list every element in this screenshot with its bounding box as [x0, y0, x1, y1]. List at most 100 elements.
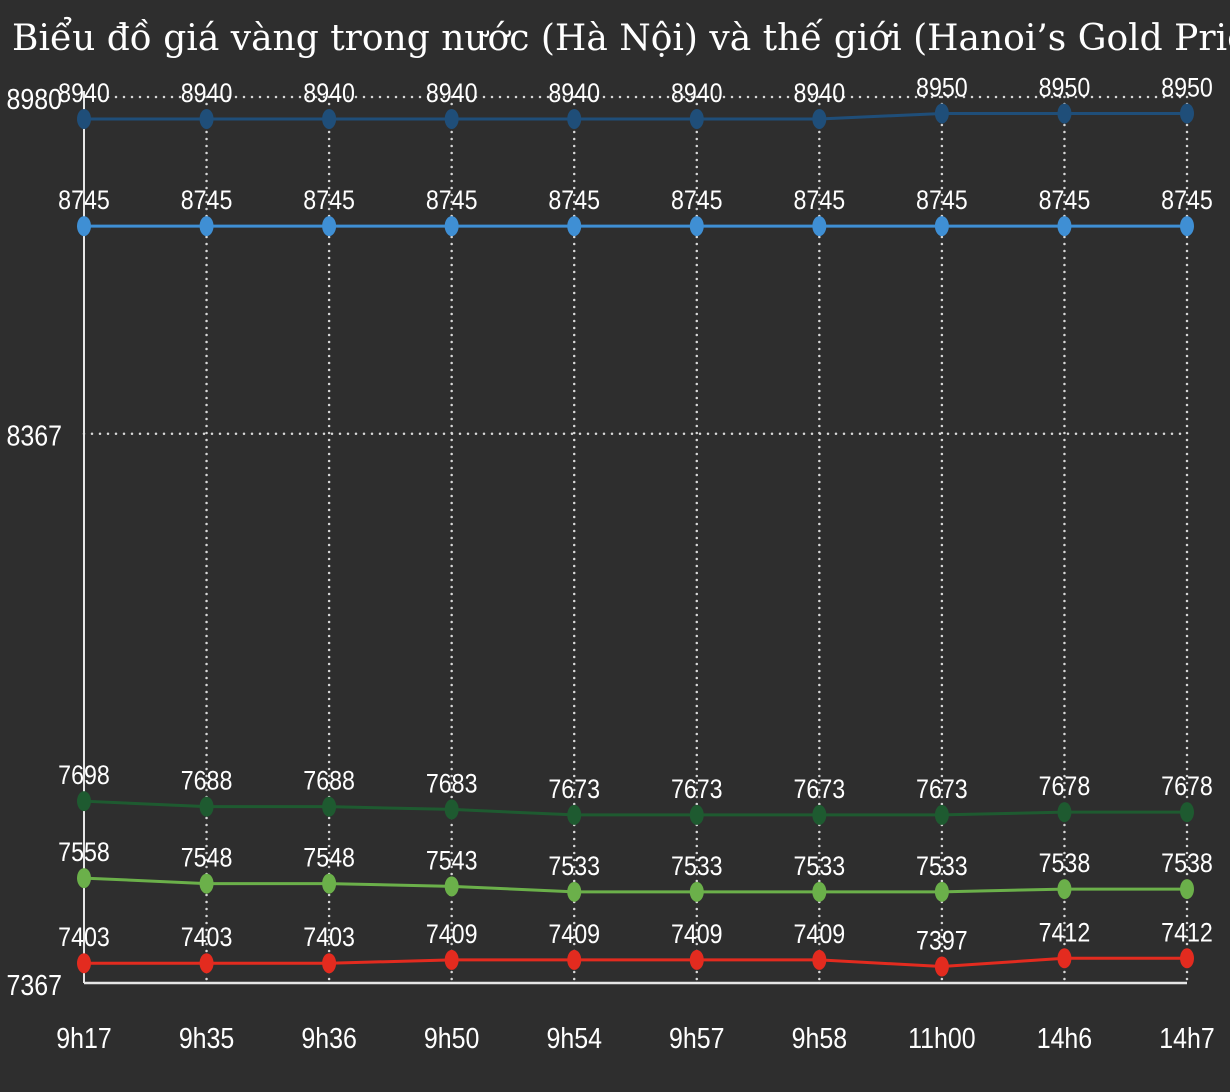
- data-point: [812, 108, 827, 129]
- series-4: 7558 7548 7548 7543 7533 7533 7533 7533 7538 7538: [58, 837, 1213, 902]
- series: 8940 8940 8940 8940 8940 8940 8940 8950 8950 8950…: [58, 73, 1213, 977]
- data-point: [444, 108, 459, 129]
- chart-title: Biểu đồ giá vàng trong nước (Hà Nội) và …: [12, 18, 1230, 59]
- data-label: 8940: [794, 78, 846, 108]
- data-point: [1057, 879, 1072, 900]
- series-3: 7698 7688 7688 7683 7673 7673 7673 7673 7678 7678: [58, 761, 1213, 825]
- y-tick-label: 8980: [7, 83, 62, 115]
- data-label: 8745: [303, 185, 355, 215]
- series-line: [83, 876, 1187, 894]
- data-point: [689, 949, 704, 970]
- data-label: 8745: [181, 185, 233, 215]
- data-label: 7673: [548, 774, 600, 804]
- data-point: [689, 804, 704, 825]
- data-point: [444, 876, 459, 897]
- data-label: 8745: [58, 185, 110, 215]
- data-label: 7538: [1161, 848, 1213, 878]
- series-5: 7403 7403 7403 7409 7409 7409 7409 7397 7412 7412: [58, 918, 1213, 977]
- data-label: 7548: [181, 843, 233, 873]
- data-label: 8940: [58, 78, 110, 108]
- data-label: 8950: [916, 73, 968, 103]
- data-point: [934, 216, 949, 237]
- x-tick-label: 9h50: [424, 1022, 479, 1054]
- x-tick-label: 9h57: [669, 1022, 724, 1054]
- data-point: [567, 108, 582, 129]
- data-point: [812, 881, 827, 902]
- data-point: [1057, 103, 1072, 124]
- data-point: [199, 796, 214, 817]
- data-point: [567, 881, 582, 902]
- data-point: [567, 949, 582, 970]
- data-label: 7403: [58, 923, 110, 953]
- data-label: 7538: [1039, 848, 1091, 878]
- x-tick-label: 9h58: [792, 1022, 847, 1054]
- data-point: [689, 881, 704, 902]
- data-label: 8745: [1039, 185, 1091, 215]
- x-tick-label: 14h7: [1159, 1022, 1214, 1054]
- data-point: [199, 953, 214, 974]
- data-label: 7412: [1039, 918, 1091, 948]
- data-point: [1180, 802, 1194, 823]
- data-point: [77, 868, 91, 889]
- data-point: [934, 881, 949, 902]
- data-label: 8745: [794, 185, 846, 215]
- data-point: [567, 216, 582, 237]
- data-label: 7543: [426, 846, 478, 876]
- data-label: 8940: [671, 78, 723, 108]
- series-line: [83, 799, 1187, 817]
- data-point: [1057, 948, 1072, 969]
- data-point: [322, 216, 337, 237]
- data-label: 8745: [426, 185, 478, 215]
- x-tick-label: 9h17: [56, 1022, 111, 1054]
- data-point: [444, 799, 459, 820]
- data-point: [77, 791, 91, 812]
- x-tick-label: 14h6: [1037, 1022, 1092, 1054]
- data-point: [689, 108, 704, 129]
- data-label: 8950: [1161, 73, 1213, 103]
- data-label: 7678: [1039, 772, 1091, 802]
- data-label: 7698: [58, 761, 110, 791]
- data-label: 7409: [794, 919, 846, 949]
- data-label: 7533: [548, 851, 600, 881]
- data-point: [812, 804, 827, 825]
- data-point: [77, 108, 91, 129]
- data-point: [77, 216, 91, 237]
- data-point: [1180, 948, 1194, 969]
- x-tick-label: 9h54: [546, 1022, 601, 1054]
- data-point: [444, 216, 459, 237]
- data-point: [1180, 103, 1194, 124]
- data-point: [444, 949, 459, 970]
- data-point: [1057, 802, 1072, 823]
- data-label: 7403: [181, 923, 233, 953]
- data-label: 8940: [181, 78, 233, 108]
- data-label: 7412: [1161, 918, 1213, 948]
- data-point: [934, 103, 949, 124]
- x-tick-label: 9h35: [179, 1022, 234, 1054]
- data-label: 8745: [1161, 185, 1213, 215]
- data-label: 7409: [548, 919, 600, 949]
- data-point: [322, 873, 337, 894]
- axes: 7367 8367 8980 9h17 9h35 9h36 9h50 9h54 9h57 9h58…: [7, 83, 1215, 1054]
- data-label: 8940: [426, 78, 478, 108]
- data-label: 7683: [426, 769, 478, 799]
- data-point: [1180, 216, 1194, 237]
- data-label: 8745: [916, 185, 968, 215]
- data-label: 7533: [916, 851, 968, 881]
- data-label: 7688: [303, 766, 355, 796]
- data-label: 7533: [794, 851, 846, 881]
- series-line: [84, 111, 1187, 121]
- data-label: 7409: [426, 919, 478, 949]
- series-1: 8940 8940 8940 8940 8940 8940 8940 8950 8950 8950: [58, 73, 1213, 129]
- data-point: [812, 216, 827, 237]
- data-label: 7688: [181, 766, 233, 796]
- data-label: 7403: [303, 923, 355, 953]
- series-2: 8745 8745 8745 8745 8745 8745 8745 8745 8745 8745: [58, 185, 1213, 237]
- data-point: [199, 873, 214, 894]
- data-label: 8940: [548, 78, 600, 108]
- data-point: [812, 949, 827, 970]
- data-label: 7397: [916, 926, 968, 956]
- data-label: 7558: [58, 837, 110, 867]
- data-point: [322, 108, 337, 129]
- data-label: 8745: [548, 185, 600, 215]
